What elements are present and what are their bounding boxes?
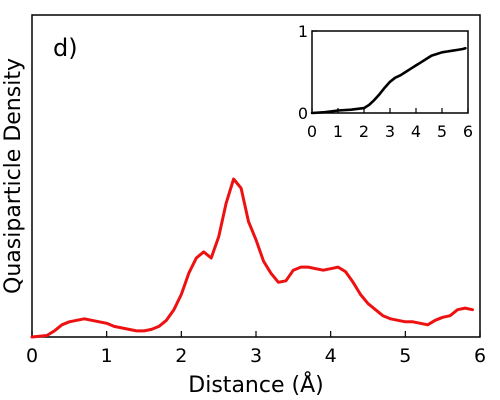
x-tick-label: 1: [333, 122, 343, 141]
x-tick-label: 4: [411, 122, 421, 141]
density-curve: [30, 177, 474, 339]
x-axis-title: Distance (Å): [188, 371, 323, 398]
x-tick-label: 6: [463, 122, 473, 141]
x-tick-label: 0: [307, 122, 317, 141]
main-series: [30, 177, 474, 339]
y-axis-title: Quasiparticle Density: [1, 58, 26, 294]
x-tick-label: 0: [26, 345, 38, 367]
x-tick-label: 1: [101, 345, 113, 367]
inset-cumulative-curve: [310, 46, 467, 115]
x-tick-label: 5: [437, 122, 447, 141]
inset-frame: [311, 30, 469, 114]
panel-label: d): [53, 34, 78, 62]
main-x-axis-ticks: 0 1 2 3 4 5 6: [26, 331, 486, 367]
x-tick-label: 2: [359, 122, 369, 141]
x-tick-label: 5: [399, 345, 411, 367]
x-tick-label: 4: [325, 345, 337, 367]
x-tick-label: 3: [385, 122, 395, 141]
inset-series: [310, 46, 467, 115]
y-tick-label: 0: [298, 104, 308, 123]
x-tick-label: 6: [474, 345, 486, 367]
y-tick-label: 1: [298, 22, 308, 41]
x-tick-label: 3: [250, 345, 262, 367]
x-tick-label: 2: [175, 345, 187, 367]
